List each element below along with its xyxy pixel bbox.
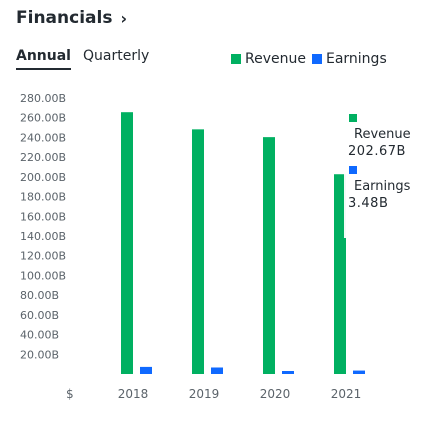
tooltip-revenue-swatch-icon: [349, 114, 357, 122]
legend-revenue-label: Revenue: [245, 51, 306, 67]
y-tick-label: 260.00B: [20, 112, 66, 125]
legend-revenue[interactable]: Revenue: [231, 51, 306, 67]
legend-earnings[interactable]: Earnings: [311, 51, 387, 67]
y-tick-label: 160.00B: [20, 210, 66, 223]
y-tick-label: 200.00B: [20, 171, 66, 184]
chart-tooltip: Revenue 202.67B Earnings 3.48B: [344, 108, 422, 238]
financials-header-link[interactable]: Financials ›: [16, 8, 127, 28]
legend-earnings-label: Earnings: [325, 51, 387, 67]
tooltip-revenue-value: 202.67B: [348, 144, 406, 159]
tooltip-revenue-label: Revenue: [354, 127, 411, 142]
period-tabs: Annual Quarterly: [16, 48, 149, 70]
revenue-swatch-icon: [231, 54, 241, 64]
y-tick-label: 60.00B: [20, 309, 59, 322]
y-tick-label: 100.00B: [20, 269, 66, 282]
y-tick-label: 140.00B: [20, 230, 66, 243]
chevron-right-icon: ›: [120, 8, 128, 28]
earnings-bar-2018: [140, 366, 152, 374]
y-tick-label: 220.00B: [20, 151, 66, 164]
revenue-bar-2018: [121, 112, 133, 375]
earnings-bar-2021: [353, 370, 365, 374]
tab-annual[interactable]: Annual: [16, 48, 71, 70]
tooltip-earnings-label: Earnings: [354, 179, 411, 194]
y-tick-label: 240.00B: [20, 131, 66, 144]
earnings-swatch-icon: [311, 54, 322, 64]
tab-quarterly[interactable]: Quarterly: [82, 48, 150, 64]
tooltip-earnings-value: 3.48B: [348, 196, 389, 211]
section-title: Financials: [16, 8, 113, 28]
x-tick-label: 2020: [260, 387, 291, 401]
y-tick-label: 180.00B: [20, 191, 66, 204]
y-tick-label: 40.00B: [20, 329, 59, 342]
x-tick-label: 2018: [118, 387, 149, 401]
earnings-bar-2020: [282, 371, 294, 374]
x-tick-label: 2021: [331, 387, 362, 401]
x-tick-label: 2019: [189, 387, 220, 401]
earnings-bar-2019: [211, 367, 223, 374]
y-tick-label: 20.00B: [20, 348, 59, 361]
currency-label: $: [66, 387, 74, 401]
y-tick-label: 80.00B: [20, 289, 59, 302]
revenue-bar-2019: [192, 129, 204, 374]
tooltip-earnings-swatch-icon: [349, 166, 357, 174]
revenue-bar-2021: [334, 174, 346, 374]
chart-legend: Revenue Earnings: [231, 51, 387, 67]
y-tick-label: 280.00B: [20, 92, 66, 105]
y-tick-label: 120.00B: [20, 250, 66, 263]
revenue-bar-2020: [263, 137, 275, 374]
